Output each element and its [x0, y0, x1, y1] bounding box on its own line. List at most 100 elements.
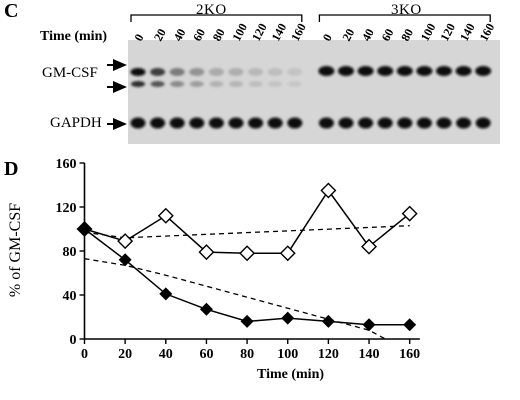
- open-diamond-marker: [198, 244, 215, 261]
- gmcsf-band: [267, 68, 283, 76]
- gapdh-band: [456, 117, 472, 129]
- panel-c-letter: C: [4, 0, 19, 22]
- filled-diamond-marker: [199, 302, 213, 316]
- gmcsf-band: [189, 81, 204, 87]
- gapdh-band: [208, 117, 224, 129]
- gapdh-band: [377, 117, 393, 129]
- gapdh-band: [436, 117, 452, 129]
- arrow-icon: [113, 118, 127, 130]
- filled-diamond-marker: [281, 311, 295, 325]
- open-diamond-marker: [117, 233, 134, 250]
- lane-brackets: [130, 14, 491, 22]
- gapdh-row-label: GAPDH: [50, 115, 102, 131]
- lane-time-label: 0: [320, 32, 335, 44]
- open-diamond-marker: [157, 207, 174, 224]
- time-axis-label: Time (min): [40, 29, 108, 44]
- panel-d-letter: D: [4, 158, 19, 180]
- open-diamond-marker: [401, 205, 418, 222]
- gmcsf-band: [287, 81, 302, 87]
- gapdh-band: [267, 117, 283, 129]
- lane-time-label: 40: [170, 26, 188, 43]
- y-tick-label: 80: [63, 245, 77, 260]
- gmcsf-band: [357, 66, 374, 76]
- filled-diamond-marker: [118, 253, 132, 267]
- x-tick-label: 140: [359, 347, 380, 362]
- gapdh-band: [475, 117, 491, 129]
- filled-diamond-marker: [159, 287, 173, 301]
- y-tick-label: 120: [56, 201, 77, 216]
- gmcsf-band: [189, 68, 205, 76]
- gapdh-band: [287, 117, 303, 129]
- x-tick-label: 20: [118, 347, 132, 362]
- gmcsf-band: [377, 66, 394, 76]
- gapdh-band: [130, 117, 146, 129]
- gapdh-band: [318, 117, 334, 129]
- x-tick-label: 100: [277, 347, 298, 362]
- gmcsf-band: [130, 68, 146, 76]
- filled-diamond-marker: [362, 318, 376, 332]
- filled-diamond-marker: [321, 314, 335, 328]
- filled-diamond-marker: [240, 314, 254, 328]
- open-diamond-marker: [279, 245, 296, 262]
- gapdh-band: [228, 117, 244, 129]
- group-label-2ko: 2KO: [196, 2, 227, 18]
- fit-line-2: [84, 258, 386, 340]
- arrow-icon: [113, 59, 127, 71]
- gmcsf-band: [169, 68, 185, 76]
- lane-time-label: 80: [210, 26, 228, 43]
- gmcsf-band: [416, 66, 433, 76]
- gapdh-band: [358, 117, 374, 129]
- gmcsf-band: [268, 81, 283, 87]
- filled-diamond-marker: [403, 318, 417, 332]
- lane-time-label: 80: [398, 26, 416, 43]
- gmcsf-band: [150, 68, 166, 76]
- x-tick-label: 0: [81, 347, 88, 362]
- gmcsf-band: [248, 68, 264, 76]
- gapdh-band: [338, 117, 354, 129]
- lane-time-label: 60: [378, 26, 396, 43]
- open-diamond-marker: [361, 238, 378, 255]
- gapdh-band: [150, 117, 166, 129]
- x-tick-label: 120: [318, 347, 339, 362]
- gmcsf-band: [170, 81, 185, 87]
- gmcsf-row-label: GM-CSF: [42, 65, 98, 81]
- x-tick-label: 60: [199, 347, 213, 362]
- x-axis-label: Time (min): [257, 367, 325, 382]
- open-diamond-marker: [320, 182, 337, 199]
- lane-time-label: 20: [339, 26, 357, 43]
- series-line-2: [84, 228, 410, 326]
- open-diamond-marker: [239, 245, 256, 262]
- lane-time-label: 40: [359, 26, 377, 43]
- lane-time-label: 0: [131, 32, 146, 44]
- gmcsf-band: [318, 66, 335, 76]
- y-tick-label: 0: [70, 333, 77, 348]
- gapdh-band: [189, 117, 205, 129]
- gmcsf-band: [338, 66, 354, 76]
- gmcsf-band: [229, 81, 243, 87]
- gmcsf-band: [248, 81, 263, 87]
- gapdh-band: [248, 117, 264, 129]
- blot-gel: [128, 40, 500, 144]
- gapdh-band: [169, 117, 185, 129]
- gmcsf-band: [131, 81, 145, 87]
- gmcsf-band: [208, 68, 224, 76]
- gmcsf-band: [150, 81, 165, 87]
- series-line-1: [84, 189, 411, 254]
- gmcsf-band: [475, 66, 492, 76]
- y-tick-label: 40: [63, 289, 77, 304]
- y-tick-label: 160: [56, 157, 77, 172]
- lane-time-label: 20: [151, 26, 169, 43]
- x-tick-label: 80: [240, 347, 254, 362]
- lane-time-label: 60: [190, 26, 208, 43]
- x-tick-label: 40: [159, 347, 173, 362]
- gmcsf-band: [455, 66, 472, 76]
- gapdh-band: [416, 117, 432, 129]
- filled-diamond-marker: [78, 222, 91, 236]
- gmcsf-band: [436, 66, 452, 76]
- group-label-3ko: 3KO: [391, 2, 422, 18]
- x-tick-label: 160: [399, 347, 420, 362]
- gmcsf-band: [228, 68, 244, 76]
- gapdh-band: [397, 117, 413, 129]
- gmcsf-band: [287, 68, 303, 76]
